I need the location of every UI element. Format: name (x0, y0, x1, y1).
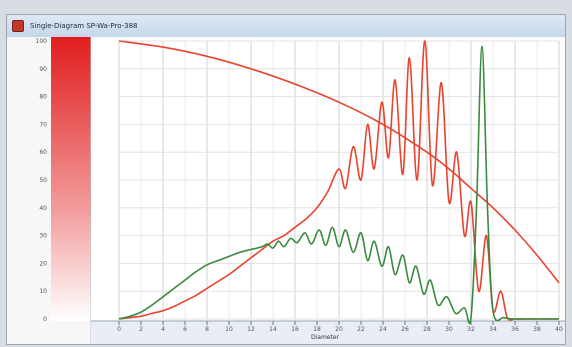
y-tick-label: 40 (39, 205, 47, 212)
x-tick-label: 10 (225, 326, 233, 333)
x-axis-band (91, 321, 565, 344)
x-tick-label: 28 (423, 326, 431, 333)
y-tick-label: 10 (39, 288, 47, 295)
series-line-1 (118, 40, 560, 284)
series-layer (118, 40, 560, 325)
x-axis-label: Diameter (311, 334, 340, 341)
x-tick-label: 0 (117, 326, 121, 333)
y-tick-label: 90 (39, 66, 47, 73)
y-tick-label: 80 (39, 94, 47, 101)
plot-area (91, 37, 565, 321)
chart-window: Single-Diagram SP-Wa-Pro-388 0 10 20 30 40 50… (6, 14, 566, 345)
x-tick-label: 20 (335, 326, 343, 333)
x-tick-label: 40 (555, 326, 563, 333)
y-tick-label: 100 (36, 38, 48, 45)
y-tick-label: 50 (39, 177, 47, 184)
grid (118, 40, 560, 320)
x-tick-label: 2 (139, 326, 143, 333)
title-bar[interactable]: Single-Diagram SP-Wa-Pro-388 (7, 15, 565, 38)
x-axis: 0 2 4 6 8 10 12 14 16 18 20 22 24 26 28 30 32 34 36 38 40 (117, 321, 563, 333)
x-tick-label: 8 (205, 326, 209, 333)
x-tick-label: 36 (511, 326, 519, 333)
x-tick-label: 22 (357, 326, 365, 333)
y-axis: 0 10 20 30 40 50 60 70 80 90 100 (36, 38, 48, 323)
y-tick-label: 20 (39, 260, 47, 267)
x-tick-label: 24 (379, 326, 387, 333)
x-tick-label: 18 (313, 326, 321, 333)
x-tick-label: 30 (445, 326, 453, 333)
x-tick-label: 16 (291, 326, 299, 333)
x-tick-label: 6 (183, 326, 187, 333)
x-tick-label: 38 (533, 326, 541, 333)
y-tick-label: 30 (39, 233, 47, 240)
y-tick-label: 70 (39, 121, 47, 128)
chart-window-icon (12, 20, 24, 32)
x-tick-label: 32 (467, 326, 475, 333)
x-tick-label: 34 (489, 326, 497, 333)
series-line-3 (118, 45, 559, 325)
x-tick-label: 12 (247, 326, 255, 333)
x-tick-label: 26 (401, 326, 409, 333)
x-tick-label: 4 (161, 326, 165, 333)
window-title: Single-Diagram SP-Wa-Pro-388 (30, 22, 138, 30)
x-tick-label: 14 (269, 326, 277, 333)
y-tick-label: 60 (39, 149, 47, 156)
series-line-2 (118, 40, 559, 321)
color-scale-bar (51, 37, 91, 321)
y-tick-label: 0 (43, 316, 47, 323)
